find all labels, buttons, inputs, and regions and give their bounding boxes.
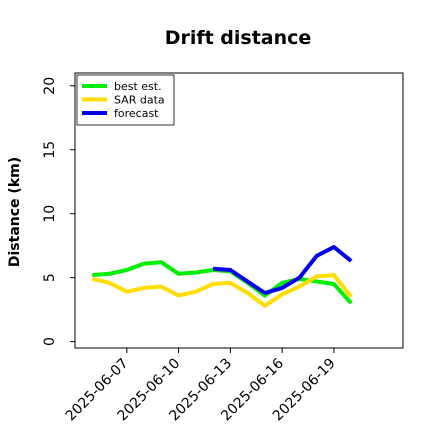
x-axis: 2025-06-072025-06-102025-06-132025-06-16… <box>63 348 339 424</box>
legend-label-forecast: forecast <box>114 107 159 120</box>
y-tick-label: 15 <box>42 141 58 159</box>
y-tick-label: 0 <box>42 337 58 346</box>
y-axis-label: Distance (km) <box>7 157 23 267</box>
y-axis: 0 5 10 15 20 <box>42 77 75 346</box>
y-tick-label: 20 <box>42 77 58 95</box>
legend-label-sar-data: SAR data <box>114 94 165 107</box>
y-tick-label: 5 <box>42 273 58 282</box>
plot-area <box>74 72 404 349</box>
legend-label-best-est: best est. <box>114 80 162 93</box>
y-tick-label: 10 <box>42 205 58 223</box>
chart-title: Drift distance <box>165 27 312 49</box>
series-line-forecast <box>212 245 353 295</box>
series-line-sar-data <box>91 273 353 308</box>
series-layer <box>91 245 353 308</box>
